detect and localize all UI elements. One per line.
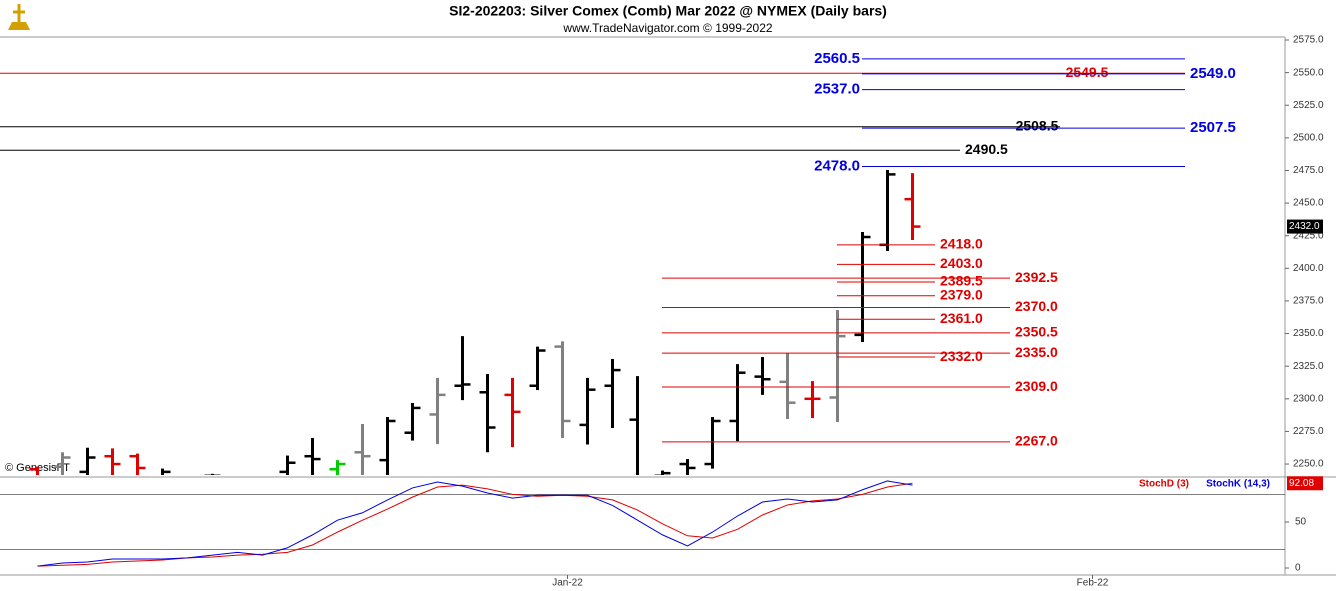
last-value-box <box>1287 476 1323 491</box>
y-tick-label: 2500.0 <box>1293 132 1324 143</box>
x-tick-label: Feb-22 <box>1077 578 1109 589</box>
level-label: 2507.5 <box>1190 119 1236 136</box>
y-tick-label: 2250.0 <box>1293 459 1324 470</box>
y-tick-label: 50 <box>1295 517 1307 528</box>
chart-title: SI2-202203: Silver Comex (Comb) Mar 2022… <box>449 3 887 19</box>
last-price-box <box>1287 219 1323 234</box>
level-label: 2392.5 <box>1015 269 1058 285</box>
y-tick-label: 2525.0 <box>1293 100 1324 111</box>
last-value-label: 92.08 <box>1289 478 1314 489</box>
level-label: 2335.0 <box>1015 344 1058 360</box>
level-label: 2379.0 <box>940 286 983 302</box>
x-tick-label: Jan-22 <box>552 578 583 589</box>
logo <box>8 4 30 30</box>
legend-label: StochK (14,3) <box>1206 479 1270 490</box>
level-label: 2389.5 <box>940 273 983 289</box>
y-tick-label: 2325.0 <box>1293 361 1324 372</box>
level-label: 2537.0 <box>814 81 860 98</box>
level-label: 2418.0 <box>940 236 983 252</box>
y-tick-label: 2575.0 <box>1293 35 1324 46</box>
y-tick-label: 0 <box>1295 563 1301 574</box>
level-label: 2549.5 <box>1066 64 1109 80</box>
level-label: 2350.5 <box>1015 324 1058 340</box>
level-label: 2309.0 <box>1015 378 1058 394</box>
level-label: 2361.0 <box>940 310 983 326</box>
last-price-label: 2432.0 <box>1289 221 1320 232</box>
y-tick-label: 2400.0 <box>1293 263 1324 274</box>
level-label: 2560.5 <box>814 50 860 67</box>
y-tick-label: 2450.0 <box>1293 198 1324 209</box>
stoch-line <box>37 480 913 567</box>
level-label: 2403.0 <box>940 255 983 271</box>
chart-subtitle: www.TradeNavigator.com © 1999-2022 <box>562 21 772 35</box>
level-label: 2370.0 <box>1015 298 1058 314</box>
level-label: 2508.5 <box>1016 117 1059 133</box>
y-tick-label: 2425.0 <box>1293 230 1324 241</box>
level-label: 2490.5 <box>965 141 1008 157</box>
level-label: 2332.0 <box>940 348 983 364</box>
y-tick-label: 2350.0 <box>1293 328 1324 339</box>
level-label: 2549.0 <box>1190 65 1236 82</box>
y-tick-label: 2275.0 <box>1293 426 1324 437</box>
y-tick-label: 2550.0 <box>1293 67 1324 78</box>
y-tick-label: 2375.0 <box>1293 296 1324 307</box>
plot-area <box>29 169 921 475</box>
y-tick-label: 2475.0 <box>1293 165 1324 176</box>
level-label: 2478.0 <box>814 158 860 175</box>
legend-label: StochD (3) <box>1139 479 1189 490</box>
y-tick-label: 2300.0 <box>1293 393 1324 404</box>
level-label: 2267.0 <box>1015 433 1058 449</box>
